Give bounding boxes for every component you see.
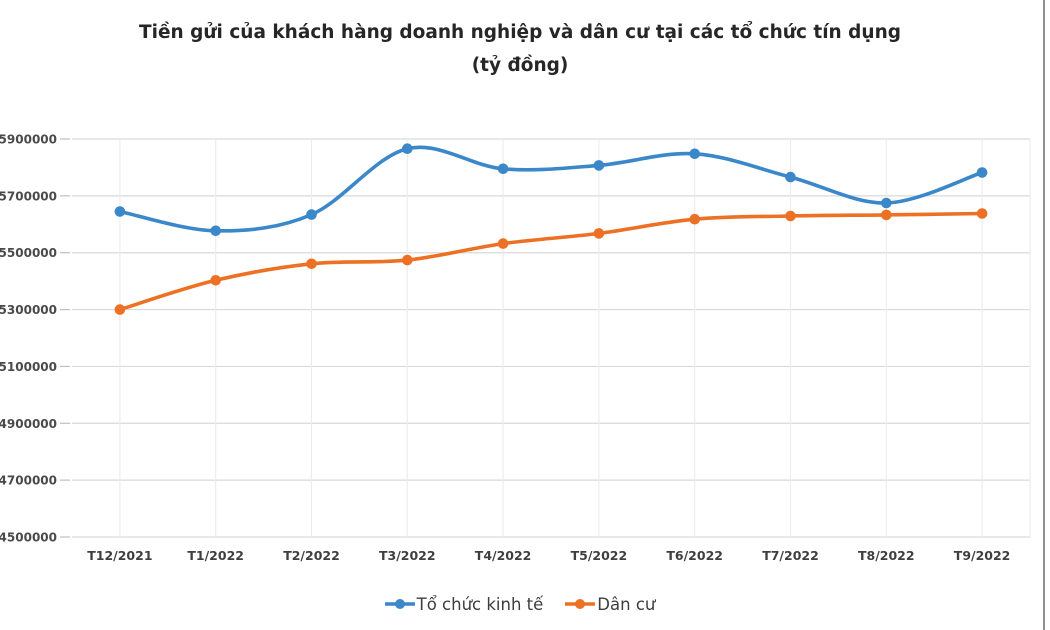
legend-label: Tổ chức kinh tế [416,594,544,614]
y-axis-label: 5500000 [0,246,57,260]
chart-title-block: Tiền gửi của khách hàng doanh nghiệp và … [0,16,1040,82]
data-point [976,208,988,219]
y-axis-label: 4900000 [0,417,57,431]
data-point [689,213,700,225]
data-point [210,225,221,237]
data-point [593,228,605,239]
data-point [402,143,413,154]
series-line-1 [118,211,984,312]
x-axis-label: T8/2022 [858,548,915,563]
data-point [497,238,509,249]
window-right-border [1043,0,1045,630]
data-point [689,148,700,160]
x-axis-label: T9/2022 [954,548,1011,563]
y-axis-label: 5700000 [0,189,57,203]
x-axis-label: T6/2022 [666,548,723,563]
data-point [785,171,796,183]
data-point [114,206,126,217]
chart-subtitle: (tỷ đồng) [471,55,569,76]
y-axis-label: 5900000 [0,133,57,147]
legend-item-0: Tổ chức kinh tế [384,594,544,614]
data-point [785,210,796,222]
x-axis-label: T12/2021 [87,548,152,563]
y-axis-label: 5300000 [0,303,57,317]
legend-line-marker-icon [565,599,596,609]
data-point [210,275,221,286]
chart-legend: Tổ chức kinh tế Dân cư [0,590,1040,618]
x-axis-label: T5/2022 [571,548,628,563]
data-point [306,258,317,270]
x-axis-label: T7/2022 [762,548,819,563]
legend-line-marker-icon [384,599,415,609]
chart-title: Tiền gửi của khách hàng doanh nghiệp và … [139,22,901,43]
y-axis-label: 4700000 [0,474,57,488]
y-axis-label: 5100000 [0,360,57,374]
data-point [976,167,988,178]
y-axis-label: 4500000 [0,531,57,545]
x-axis-label: T3/2022 [379,548,436,563]
data-point [881,197,892,209]
series-line-0 [118,145,984,233]
x-axis-label: T1/2022 [187,548,244,563]
legend-item-1: Dân cư [565,595,655,614]
legend-label: Dân cư [597,594,656,614]
data-point [593,160,605,171]
data-point [306,209,317,220]
x-axis-label: T4/2022 [475,548,532,563]
data-point [402,254,413,266]
data-point [881,209,892,221]
data-point [114,304,126,315]
data-point [497,163,509,175]
x-axis-label: T2/2022 [283,548,340,563]
